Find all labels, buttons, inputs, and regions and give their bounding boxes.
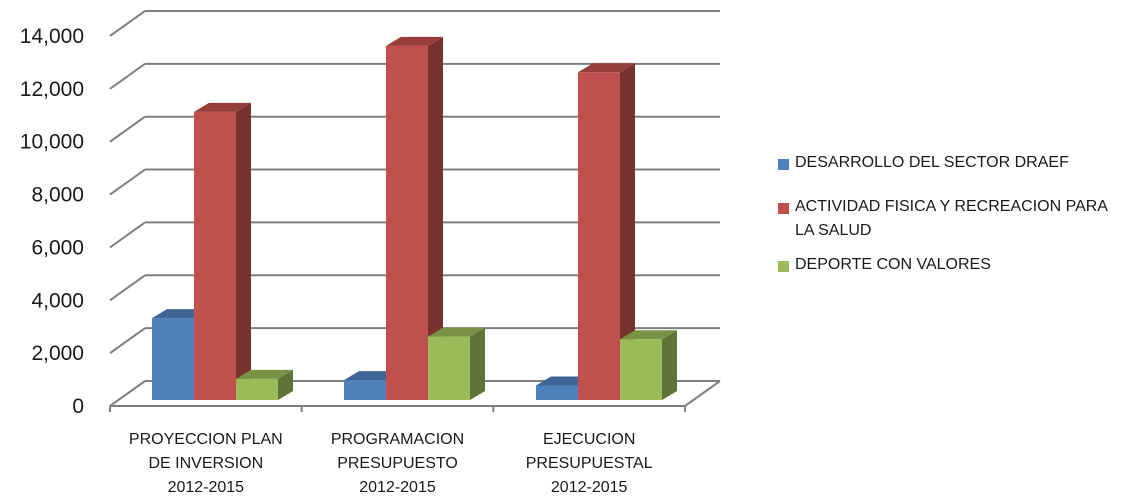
legend-swatch-desarrollo [778, 159, 789, 170]
legend: DESARROLLO DEL SECTOR DRAEF ACTIVIDAD FI… [778, 154, 1128, 301]
gridline-side [109, 380, 146, 407]
x-tick-label: DE INVERSION [148, 455, 263, 472]
legend-swatch-actividad [778, 203, 789, 214]
bar-side [470, 327, 485, 400]
legend-item-actividad: ACTIVIDAD FISICA Y RECREACION PARA LA SA… [778, 198, 1128, 243]
legend-label: ACTIVIDAD FISICA Y RECREACION PARA LA SA… [795, 198, 1108, 239]
y-tick-label: 10,000 [20, 131, 84, 154]
gridline-side [109, 115, 146, 143]
x-tick-label: 2012-2015 [359, 479, 436, 495]
bar [536, 385, 578, 400]
x-tick-label: PRESUPUESTO [337, 455, 458, 472]
bar-top [194, 102, 251, 112]
gridline-side [109, 10, 146, 37]
legend-label: DEPORTE CON VALORES [795, 256, 991, 273]
x-tick-label: PROYECCION PLAN [129, 431, 283, 448]
y-tick-label: 2,000 [31, 342, 84, 365]
bar-top [428, 327, 485, 337]
gridline-side [109, 221, 146, 249]
bar [236, 378, 278, 400]
x-tick-label: 2012-2015 [551, 479, 628, 495]
bar-top [620, 330, 677, 340]
bar [194, 111, 236, 401]
bar-top [236, 369, 293, 379]
bar-side [662, 330, 677, 400]
legend-item-deporte: DEPORTE CON VALORES [778, 256, 1128, 277]
bar [428, 336, 470, 400]
floor-right-edge [684, 380, 721, 407]
bar [344, 380, 386, 400]
bar [578, 72, 620, 400]
y-tick-label: 8,000 [31, 184, 84, 207]
gridline-side [109, 63, 146, 90]
y-tick-label: 4,000 [31, 289, 84, 312]
y-tick-label: 0 [72, 395, 84, 418]
bar [386, 45, 428, 400]
x-tick-label: 2012-2015 [168, 479, 245, 495]
y-tick-label: 6,000 [31, 236, 84, 259]
gridline-side [109, 274, 146, 302]
y-tick-label: 12,000 [20, 78, 84, 101]
x-tick-label: PROGRAMACION [331, 431, 464, 448]
x-tick-label: PRESUPUESTAL [526, 455, 653, 472]
bar [620, 339, 662, 400]
bar-side [278, 369, 293, 400]
y-tick-label: 14,000 [20, 25, 84, 48]
gridline-side [109, 168, 146, 196]
x-tick-label: EJECUCION [543, 431, 635, 448]
gridline-side [109, 327, 146, 354]
bar-side [428, 36, 443, 400]
legend-item-desarrollo: DESARROLLO DEL SECTOR DRAEF [778, 154, 1128, 175]
bar-side [236, 102, 251, 401]
legend-swatch-deporte [778, 261, 789, 272]
bar-top [578, 63, 635, 73]
bar-top [386, 36, 443, 46]
bar-side [620, 63, 635, 400]
legend-label: DESARROLLO DEL SECTOR DRAEF [795, 154, 1069, 171]
bar [152, 318, 194, 400]
